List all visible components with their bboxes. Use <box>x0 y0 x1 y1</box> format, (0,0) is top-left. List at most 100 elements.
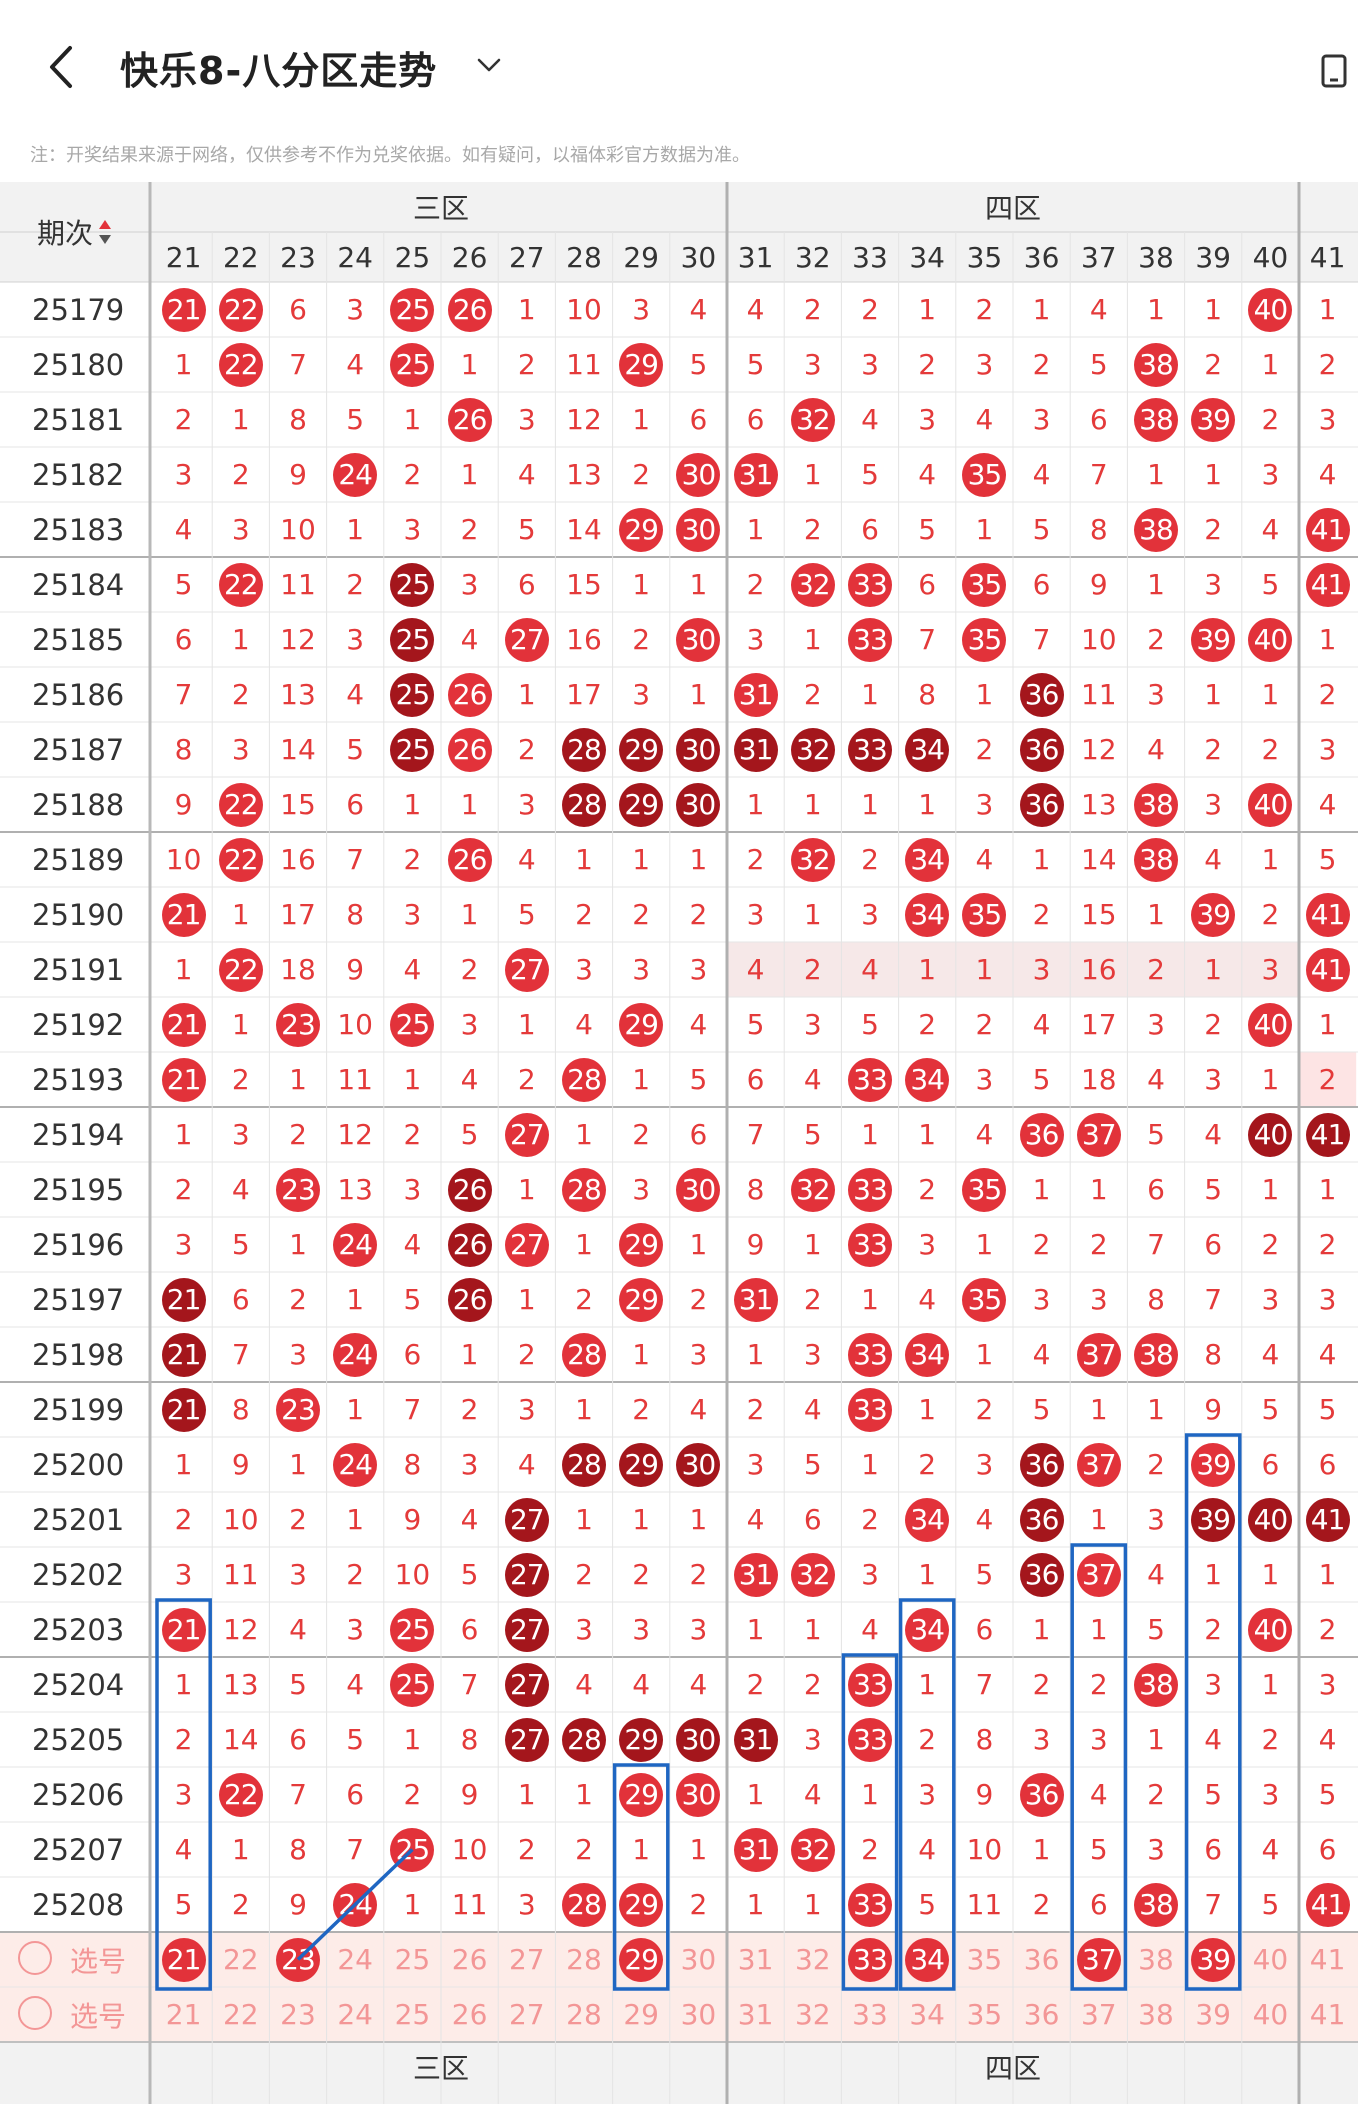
chevron-down-icon[interactable] <box>476 56 502 74</box>
miss-count[interactable]: 34 <box>909 1998 945 2031</box>
miss-count[interactable]: 26 <box>451 1943 488 1976</box>
select-row-label[interactable]: 选号 <box>0 1932 150 1987</box>
miss-count[interactable]: 22 <box>222 1998 259 2031</box>
ball: 41 <box>1305 507 1350 552</box>
winning-ball[interactable]: 23 <box>269 1932 326 1987</box>
miss-count: 10 <box>1080 623 1117 656</box>
miss-count[interactable]: 29 <box>623 1998 659 2031</box>
issue-number: 25198 <box>32 1337 125 1372</box>
miss-count: 5 <box>1089 348 1108 381</box>
winning-ball: 32 <box>784 832 841 887</box>
miss-count: 2 <box>1318 1063 1337 1096</box>
back-arrow-icon[interactable] <box>44 42 78 92</box>
miss-count: 1 <box>231 1833 250 1866</box>
winning-ball: 34 <box>899 832 956 887</box>
miss-count: 3 <box>1147 1833 1165 1866</box>
miss-count[interactable]: 27 <box>508 1943 545 1976</box>
ball: 32 <box>790 1552 835 1597</box>
sort-icon[interactable] <box>97 218 113 246</box>
miss-count: 18 <box>1080 1063 1117 1096</box>
miss-count: 3 <box>174 458 193 491</box>
miss-count: 8 <box>174 733 193 766</box>
winning-ball: 29 <box>613 1712 670 1767</box>
winning-ball[interactable]: 21 <box>155 1932 212 1987</box>
miss-count: 5 <box>975 1558 994 1591</box>
winning-ball[interactable]: 39 <box>1185 1932 1242 1987</box>
miss-count: 5 <box>1147 1613 1165 1646</box>
miss-count: 13 <box>1080 788 1117 821</box>
miss-count[interactable]: 41 <box>1309 1943 1346 1976</box>
miss-count[interactable]: 39 <box>1195 1998 1231 2031</box>
miss-count[interactable]: 36 <box>1023 1998 1060 2031</box>
device-icon[interactable] <box>1320 50 1358 90</box>
miss-count[interactable]: 21 <box>165 1998 202 2031</box>
miss-count: 1 <box>1204 953 1223 986</box>
issue-number: 25190 <box>32 897 125 932</box>
winning-ball[interactable]: 29 <box>613 1932 670 1987</box>
miss-count: 1 <box>803 788 822 821</box>
miss-count[interactable]: 40 <box>1252 1943 1289 1976</box>
miss-count[interactable]: 37 <box>1080 1998 1117 2031</box>
radio-circle-icon[interactable] <box>18 1941 52 1975</box>
miss-count[interactable]: 27 <box>508 1998 545 2031</box>
miss-count[interactable]: 31 <box>737 1998 774 2031</box>
miss-count[interactable]: 41 <box>1309 1998 1346 2031</box>
miss-count[interactable]: 31 <box>737 1943 774 1976</box>
ball: 23 <box>275 1002 320 1047</box>
miss-count[interactable]: 38 <box>1138 1998 1174 2031</box>
miss-count[interactable]: 32 <box>794 1943 831 1976</box>
miss-count: 4 <box>1147 733 1165 766</box>
miss-count: 3 <box>975 348 994 381</box>
miss-count[interactable]: 25 <box>394 1943 431 1976</box>
miss-count[interactable]: 32 <box>794 1998 831 2031</box>
miss-count: 1 <box>975 1338 994 1371</box>
miss-count[interactable]: 23 <box>280 1998 316 2031</box>
miss-count: 3 <box>632 1173 651 1206</box>
miss-count[interactable]: 40 <box>1252 1998 1289 2031</box>
miss-count[interactable]: 33 <box>852 1998 888 2031</box>
select-row-label[interactable]: 选号 <box>0 1987 150 2042</box>
miss-count[interactable]: 35 <box>966 1943 1003 1976</box>
miss-count: 2 <box>975 733 994 766</box>
ball: 29 <box>619 1002 664 1047</box>
miss-count[interactable]: 38 <box>1138 1943 1174 1976</box>
miss-count[interactable]: 26 <box>451 1998 488 2031</box>
issue-column-header[interactable]: 期次 <box>0 182 150 282</box>
miss-count[interactable]: 36 <box>1023 1943 1060 1976</box>
miss-count: 3 <box>1032 403 1051 436</box>
winning-ball: 27 <box>498 612 555 667</box>
miss-count: 15 <box>566 568 602 601</box>
winning-ball: 36 <box>1013 722 1070 777</box>
winning-ball: 41 <box>1299 1492 1356 1547</box>
winning-ball[interactable]: 33 <box>841 1932 898 1987</box>
winning-ball[interactable]: 37 <box>1070 1932 1127 1987</box>
miss-count: 2 <box>575 1283 593 1316</box>
zone-footer: 四区 <box>984 2052 1041 2085</box>
radio-circle-icon[interactable] <box>18 1996 52 2030</box>
miss-count[interactable]: 24 <box>337 1943 373 1976</box>
issue-number: 25185 <box>32 622 125 657</box>
winning-ball[interactable]: 34 <box>899 1932 956 1987</box>
miss-count[interactable]: 35 <box>966 1998 1003 2031</box>
miss-count: 6 <box>803 1503 822 1536</box>
miss-count[interactable]: 28 <box>566 1998 602 2031</box>
issue-number: 25199 <box>32 1392 125 1427</box>
page-title[interactable]: 快乐8-八分区走势 <box>120 49 438 93</box>
miss-count[interactable]: 28 <box>566 1943 602 1976</box>
miss-count: 5 <box>174 568 193 601</box>
ball: 39 <box>1191 397 1236 442</box>
miss-count[interactable]: 30 <box>680 1943 717 1976</box>
winning-ball: 33 <box>841 1162 898 1217</box>
miss-count: 13 <box>337 1173 373 1206</box>
miss-count: 1 <box>1032 843 1051 876</box>
winning-ball: 24 <box>327 1437 384 1492</box>
miss-count[interactable]: 30 <box>680 1998 717 2031</box>
issue-number: 25196 <box>32 1227 125 1262</box>
ball: 41 <box>1305 1112 1350 1157</box>
miss-count[interactable]: 22 <box>222 1943 259 1976</box>
miss-count[interactable]: 25 <box>394 1998 431 2031</box>
miss-count: 5 <box>1032 513 1051 546</box>
miss-count: 1 <box>1089 1613 1108 1646</box>
miss-count[interactable]: 24 <box>337 1998 373 2031</box>
miss-count: 6 <box>1318 1448 1337 1481</box>
